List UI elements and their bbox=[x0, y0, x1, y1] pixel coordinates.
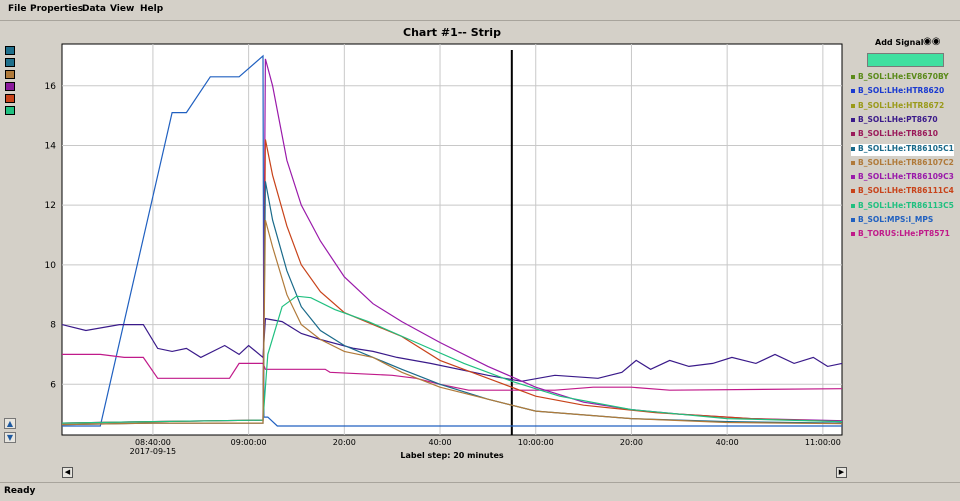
signal-panel: Add Signal ◉◉ B_SOL:LHe:EV8670BY B_SOL:LH… bbox=[845, 20, 960, 460]
series-line bbox=[62, 54, 842, 427]
legend-item[interactable]: B_SOL:LHe:EV8670BY bbox=[851, 72, 949, 84]
series-swatch-4[interactable] bbox=[5, 82, 15, 91]
series-line bbox=[61, 219, 843, 426]
scroll-up-button[interactable]: ▲ bbox=[4, 418, 16, 429]
legend-label: B_SOL:LHe:EV8670BY bbox=[858, 72, 949, 81]
x-tick-label: 09:00:00 bbox=[231, 438, 267, 447]
legend-label: B_SOL:LHe:TR8610 bbox=[858, 129, 938, 139]
legend-marker-icon bbox=[851, 75, 855, 79]
menu-view[interactable]: View bbox=[110, 4, 135, 14]
legend-marker-icon bbox=[851, 132, 855, 137]
legend-label: B_SOL:LHe:HTR8672 bbox=[858, 100, 945, 110]
series-color-strip: ▲ ▼ bbox=[0, 20, 58, 460]
legend-marker-icon bbox=[851, 103, 855, 108]
y-tick-label: 14 bbox=[45, 141, 57, 151]
legend-label: B_SOL:LHe:TR86105C1 bbox=[858, 143, 954, 153]
x-tick-label: 08:40:00 bbox=[135, 438, 171, 447]
legend-marker-icon bbox=[851, 160, 855, 165]
legend-item[interactable]: B_SOL:LHe:TR86105C1 bbox=[851, 143, 954, 156]
legend-item[interactable]: B_SOL:LHe:HTR8620 bbox=[851, 86, 944, 98]
legend-label: B_SOL:LHe:TR86109C3 bbox=[858, 172, 954, 182]
x-tick-label: 40:00 bbox=[429, 438, 452, 447]
legend-item[interactable]: B_SOL:MPS:I_MPS bbox=[851, 215, 933, 227]
signal-name-input[interactable] bbox=[867, 53, 944, 67]
scroll-right-button[interactable]: ▶ bbox=[836, 467, 847, 478]
y-tick-label: 12 bbox=[45, 201, 56, 211]
status-text: Ready bbox=[4, 486, 36, 496]
series-layer bbox=[61, 50, 843, 435]
legend-label: B_TORUS:LHe:PT8571 bbox=[858, 229, 950, 239]
scroll-down-button[interactable]: ▼ bbox=[4, 432, 16, 443]
legend-label: B_SOL:MPS:I_MPS bbox=[858, 215, 934, 224]
legend-marker-icon bbox=[851, 175, 855, 180]
series-line bbox=[61, 295, 843, 424]
legend-marker-icon bbox=[851, 203, 855, 208]
series-swatch-2[interactable] bbox=[5, 58, 15, 67]
legend-item[interactable]: B_SOL:LHe:TR86107C2 bbox=[851, 158, 954, 170]
scroll-left-button[interactable]: ◀ bbox=[62, 467, 73, 478]
legend-item[interactable]: B_SOL:LHe:TR86111C4 bbox=[851, 186, 954, 198]
menu-file[interactable]: File bbox=[8, 4, 27, 14]
status-bar: Ready bbox=[0, 482, 960, 501]
y-tick-label: 6 bbox=[50, 380, 56, 390]
y-tick-label: 8 bbox=[50, 321, 56, 331]
legend-marker-icon bbox=[851, 117, 855, 122]
legend-item[interactable]: B_SOL:LHe:PT8670 bbox=[851, 115, 938, 127]
legend-marker-icon bbox=[851, 189, 855, 194]
x-tick-label: 40:00 bbox=[716, 438, 739, 447]
legend-item[interactable]: B_SOL:LHe:TR86109C3 bbox=[851, 172, 954, 184]
legend-marker-icon bbox=[851, 218, 855, 222]
binoculars-icon[interactable]: ◉◉ bbox=[923, 36, 941, 47]
legend-label: B_SOL:LHe:HTR8620 bbox=[858, 86, 945, 96]
legend-label: B_SOL:LHe:TR86113C5 bbox=[858, 200, 954, 210]
series-swatch-1[interactable] bbox=[5, 46, 15, 55]
x-tick-date: 2017-09-15 bbox=[130, 447, 177, 456]
legend-label: B_SOL:LHe:TR86107C2 bbox=[858, 157, 954, 167]
legend-marker-icon bbox=[851, 232, 855, 237]
series-swatch-3[interactable] bbox=[5, 70, 15, 79]
x-tick-label: 20:00 bbox=[333, 438, 356, 447]
series-swatch-6[interactable] bbox=[5, 106, 15, 115]
legend-item[interactable]: B_TORUS:LHe:PT8571 bbox=[851, 229, 950, 241]
chart-title: Chart #1-- Strip bbox=[403, 26, 501, 39]
menu-bar: File Properties Data View Help bbox=[0, 0, 960, 21]
legend-item[interactable]: B_SOL:LHe:TR8610 bbox=[851, 129, 938, 141]
legend-item[interactable]: B_SOL:LHe:TR86113C5 bbox=[851, 201, 954, 213]
legend-label: B_SOL:LHe:TR86111C4 bbox=[858, 186, 954, 196]
menu-help[interactable]: Help bbox=[140, 4, 164, 14]
plot-area bbox=[61, 43, 843, 436]
y-tick-label: 10 bbox=[45, 261, 57, 271]
x-axis-label: Label step: 20 minutes bbox=[400, 451, 504, 460]
menu-properties[interactable]: Properties bbox=[30, 4, 84, 14]
legend-item[interactable]: B_SOL:LHe:HTR8672 bbox=[851, 101, 944, 113]
add-signal-label: Add Signal bbox=[875, 38, 924, 47]
series-line bbox=[62, 353, 843, 391]
series-swatch-5[interactable] bbox=[5, 94, 15, 103]
x-tick-label: 11:00:00 bbox=[805, 438, 841, 447]
grid-lines bbox=[62, 44, 842, 435]
x-tick-label: 10:00:00 bbox=[518, 438, 554, 447]
x-tick-label: 20:00 bbox=[620, 438, 643, 447]
y-tick-label: 16 bbox=[45, 82, 57, 92]
legend-marker-icon bbox=[851, 89, 855, 94]
menu-data[interactable]: Data bbox=[82, 4, 106, 14]
legend-label: B_SOL:LHe:PT8670 bbox=[858, 114, 938, 124]
series-line bbox=[61, 317, 843, 382]
legend-marker-icon bbox=[851, 146, 855, 151]
